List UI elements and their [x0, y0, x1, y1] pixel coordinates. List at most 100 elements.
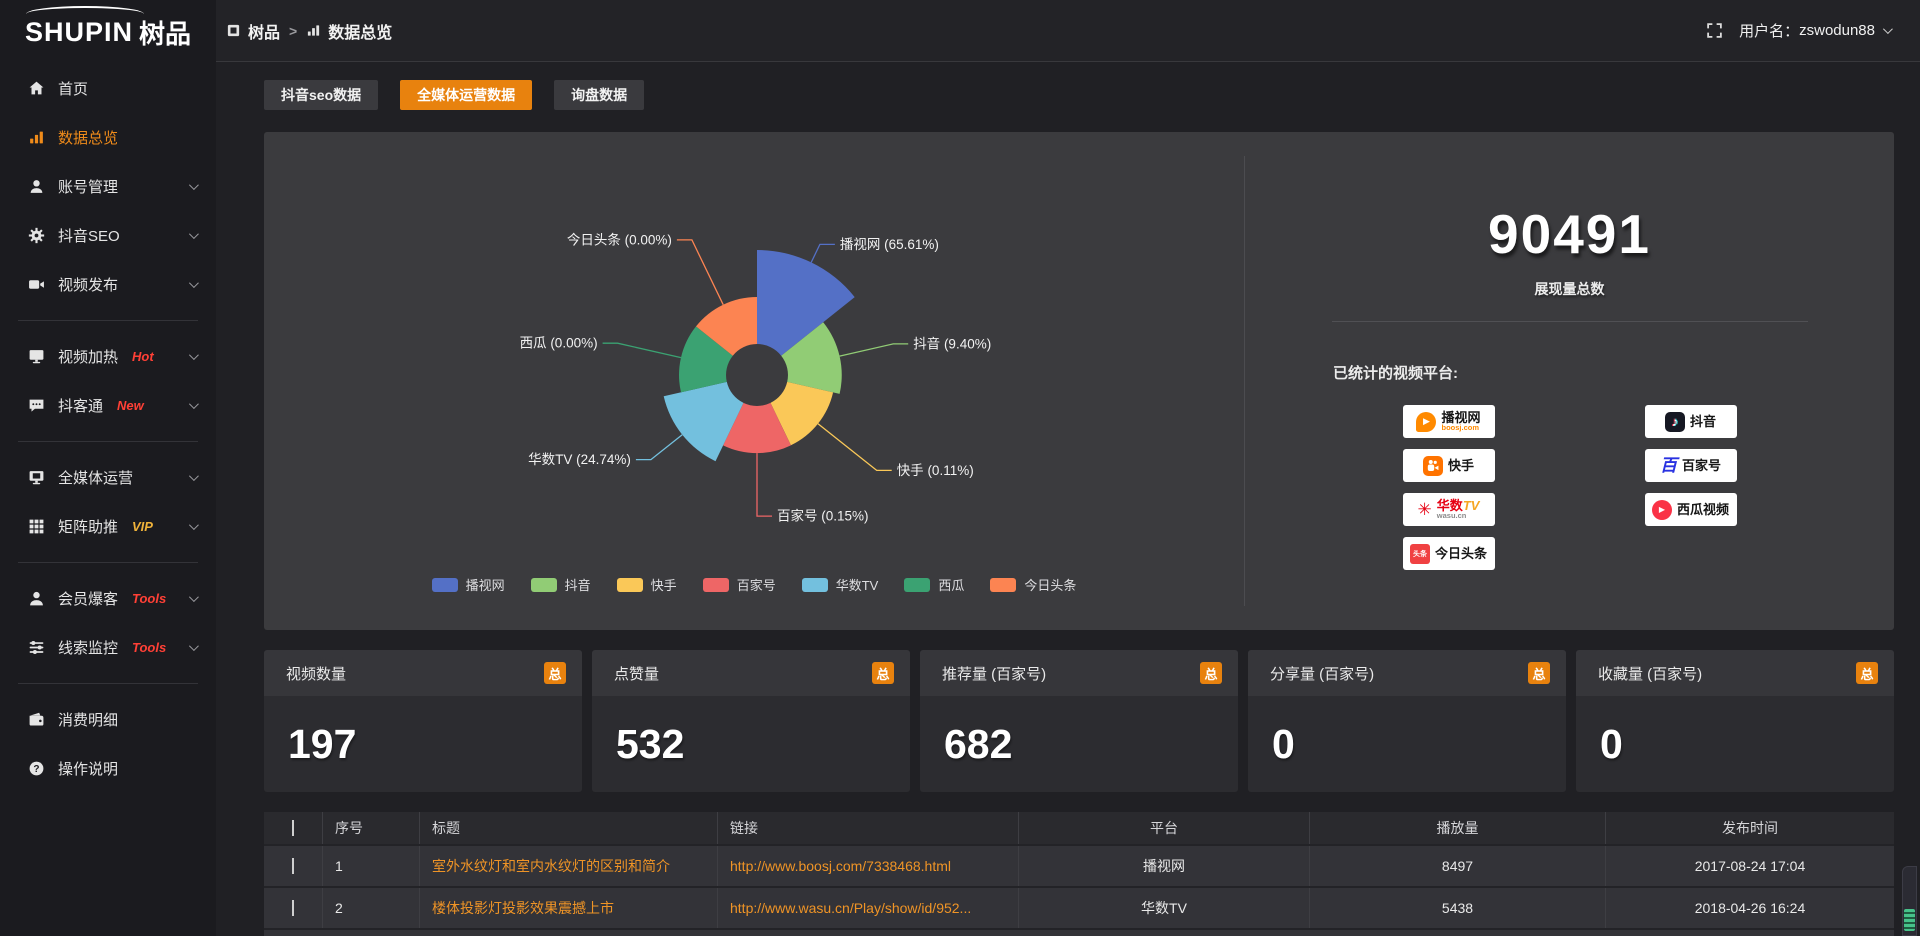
select-all-checkbox[interactable]: [292, 820, 294, 836]
platform-name: 西瓜视频: [1676, 501, 1729, 517]
col-header-发布时间: 发布时间: [1605, 812, 1894, 844]
legend-swatch: [702, 577, 729, 592]
sidebar-item-全媒体运营[interactable]: 全媒体运营: [0, 453, 216, 502]
tab-全媒体运营数据[interactable]: 全媒体运营数据: [400, 80, 533, 110]
sidebar-item-视频加热[interactable]: 视频加热 Hot: [0, 332, 216, 381]
platform-badge-快手: 快手: [1402, 449, 1495, 482]
table-header-row: 序号 标题 链接 平台 播放量 发布时间: [264, 812, 1894, 844]
legend-label: 华数TV: [835, 578, 879, 593]
sidebar-item-矩阵助推[interactable]: 矩阵助推 VIP: [0, 502, 216, 551]
legend-swatch: [801, 577, 828, 592]
green-striped-icon: [1904, 909, 1915, 931]
sidebar-item-抖客通[interactable]: 抖客通 New: [0, 381, 216, 430]
data-tabs: 抖音seo数据 全媒体运营数据 询盘数据: [264, 80, 1894, 110]
legend-item-播视网[interactable]: 播视网: [431, 575, 505, 594]
sidebar-badge-New: New: [117, 398, 144, 413]
breadcrumb-item-树品[interactable]: 树品: [226, 19, 280, 43]
sidebar-item-操作说明[interactable]: ? 操作说明: [0, 744, 216, 793]
pie-label-西瓜: 西瓜 (0.00%): [520, 336, 598, 351]
tab-询盘数据[interactable]: 询盘数据: [554, 80, 645, 110]
stat-card-收藏量 (百家号): 收藏量 (百家号) 总 0: [1576, 650, 1894, 792]
pie-slice-西瓜[interactable]: [679, 326, 733, 393]
sidebar-item-label: 会员爆客: [58, 591, 119, 608]
video-title-link[interactable]: 室外水纹灯和室内水纹灯的区别和简介: [432, 858, 670, 874]
tab-抖音seo数据[interactable]: 抖音seo数据: [264, 80, 379, 110]
table-row-2: 2 楼体投影灯投影效果震撼上市 http://www.wasu.cn/Play/sh…: [264, 886, 1894, 928]
stat-card-body: 0: [1576, 696, 1894, 792]
logo-arc-decoration: [26, 6, 144, 22]
platform-badge-column: ▶ 播视网 boosj.com 快手 ✳ 华数TV wasu.cn 头条 今日头条: [1402, 405, 1495, 570]
sidebar-item-label: 全媒体运营: [58, 470, 134, 487]
stat-card-视频数量: 视频数量 总 197: [264, 650, 582, 792]
cell-platform: 华数TV: [1018, 888, 1309, 928]
chevron-down-icon: [188, 180, 199, 191]
sidebar-item-线索监控[interactable]: 线索监控 Tools: [0, 623, 216, 672]
stat-card-header: 收藏量 (百家号) 总: [1576, 650, 1894, 696]
stat-card-body: 197: [264, 696, 582, 792]
cell-platform: 播视网: [1018, 846, 1309, 886]
label-line-百家号: [756, 453, 772, 517]
sidebar-item-label: 首页: [58, 81, 89, 98]
legend-item-快手[interactable]: 快手: [616, 575, 677, 594]
sidebar-item-视频发布[interactable]: 视频发布: [0, 260, 216, 309]
chevron-down-icon: [188, 641, 199, 652]
brand-logo[interactable]: SHUPIN 树品: [0, 0, 216, 64]
sidebar-item-label: 账号管理: [58, 179, 119, 196]
row-checkbox[interactable]: [292, 900, 294, 916]
video-url-link[interactable]: http://www.wasu.cn/Play/show/id/952...: [730, 900, 972, 916]
boosj-logo: ▶: [1416, 411, 1437, 432]
stat-card-value: 0: [1272, 720, 1295, 767]
pie-slice-快手[interactable]: [770, 381, 834, 446]
chevron-down-icon: [1882, 24, 1893, 35]
sidebar-item-消费明细[interactable]: 消费明细: [0, 695, 216, 744]
legend-label: 百家号: [736, 578, 776, 593]
chevron-down-icon: [188, 471, 199, 482]
platform-badge-华数TV: ✳ 华数TV wasu.cn: [1402, 493, 1495, 526]
pie-label-快手: 快手 (0.11%): [897, 463, 974, 478]
legend-item-西瓜[interactable]: 西瓜: [904, 575, 964, 594]
sidebar-item-账号管理[interactable]: 账号管理: [0, 162, 216, 211]
pie-slice-播视网[interactable]: [757, 250, 855, 356]
sidebar-item-会员爆客[interactable]: 会员爆客 Tools: [0, 574, 216, 623]
sidebar-item-数据总览[interactable]: 数据总览: [0, 113, 216, 162]
breadcrumb-separator: >: [289, 22, 298, 39]
platform-badges: ▶ 播视网 boosj.com 快手 ✳ 华数TV wasu.cn 头条 今日头条 ♪ 抖音百百家号…: [1245, 405, 1894, 570]
row-checkbox[interactable]: [292, 858, 294, 874]
cell-link: http://www.boosj.com/7338468.html: [717, 846, 1018, 886]
breadcrumb-item-数据总览[interactable]: 数据总览: [306, 19, 392, 43]
platform-badge-西瓜视频: ▶ 西瓜视频: [1644, 493, 1737, 526]
pie-slice-今日头条[interactable]: [696, 297, 757, 356]
pie-slice-抖音[interactable]: [781, 322, 842, 394]
user-menu[interactable]: 用户名： zswodun88: [1739, 20, 1893, 41]
topbar: 树品 > 数据总览 用户名： zswodun88: [216, 0, 1920, 62]
platform-sub: boosj.com: [1441, 423, 1479, 433]
breadcrumb: 树品 > 数据总览: [226, 19, 392, 43]
legend-item-抖音[interactable]: 抖音: [530, 575, 591, 594]
pie-slice-华数TV[interactable]: [663, 381, 744, 462]
sidebar-item-label: 数据总览: [58, 130, 119, 147]
floating-widget[interactable]: [1902, 866, 1917, 936]
sidebar-item-label: 抖客通: [58, 398, 104, 415]
platforms-heading: 已统计的视频平台:: [1333, 365, 1458, 382]
legend-item-华数TV[interactable]: 华数TV: [801, 575, 879, 594]
screen-icon: [28, 348, 45, 365]
sidebar-item-label: 操作说明: [58, 761, 119, 778]
fullscreen-button[interactable]: [1706, 22, 1723, 39]
sidebar-item-抖音SEO[interactable]: 抖音SEO: [0, 211, 216, 260]
sidebar: SHUPIN 树品 首页数据总览账号管理抖音SEO 视频发布视频加热 Hot 抖客通 N…: [0, 0, 216, 936]
sidebar-badge-Tools: Tools: [132, 591, 167, 606]
sidebar-item-首页[interactable]: 首页: [0, 64, 216, 113]
sidebar-badge-Hot: Hot: [132, 349, 154, 364]
chevron-down-icon: [188, 592, 199, 603]
video-title-link[interactable]: 楼体投影灯投影效果震撼上市: [432, 900, 614, 916]
platform-name: 今日头条: [1434, 545, 1487, 561]
legend-item-百家号[interactable]: 百家号: [702, 575, 776, 594]
member-icon: [28, 590, 45, 607]
label-line-播视网: [810, 243, 835, 263]
cell-link: http://www.wasu.cn/Play/show/id/952...: [717, 888, 1018, 928]
stat-card-header: 点赞量 总: [592, 650, 910, 696]
sidebar-nav: 首页数据总览账号管理抖音SEO 视频发布视频加热 Hot 抖客通 New 全媒体运营矩阵助…: [0, 64, 216, 793]
video-url-link[interactable]: http://www.boosj.com/7338468.html: [730, 858, 952, 874]
legend-item-今日头条[interactable]: 今日头条: [990, 575, 1076, 594]
pie-slice-百家号[interactable]: [723, 402, 791, 454]
